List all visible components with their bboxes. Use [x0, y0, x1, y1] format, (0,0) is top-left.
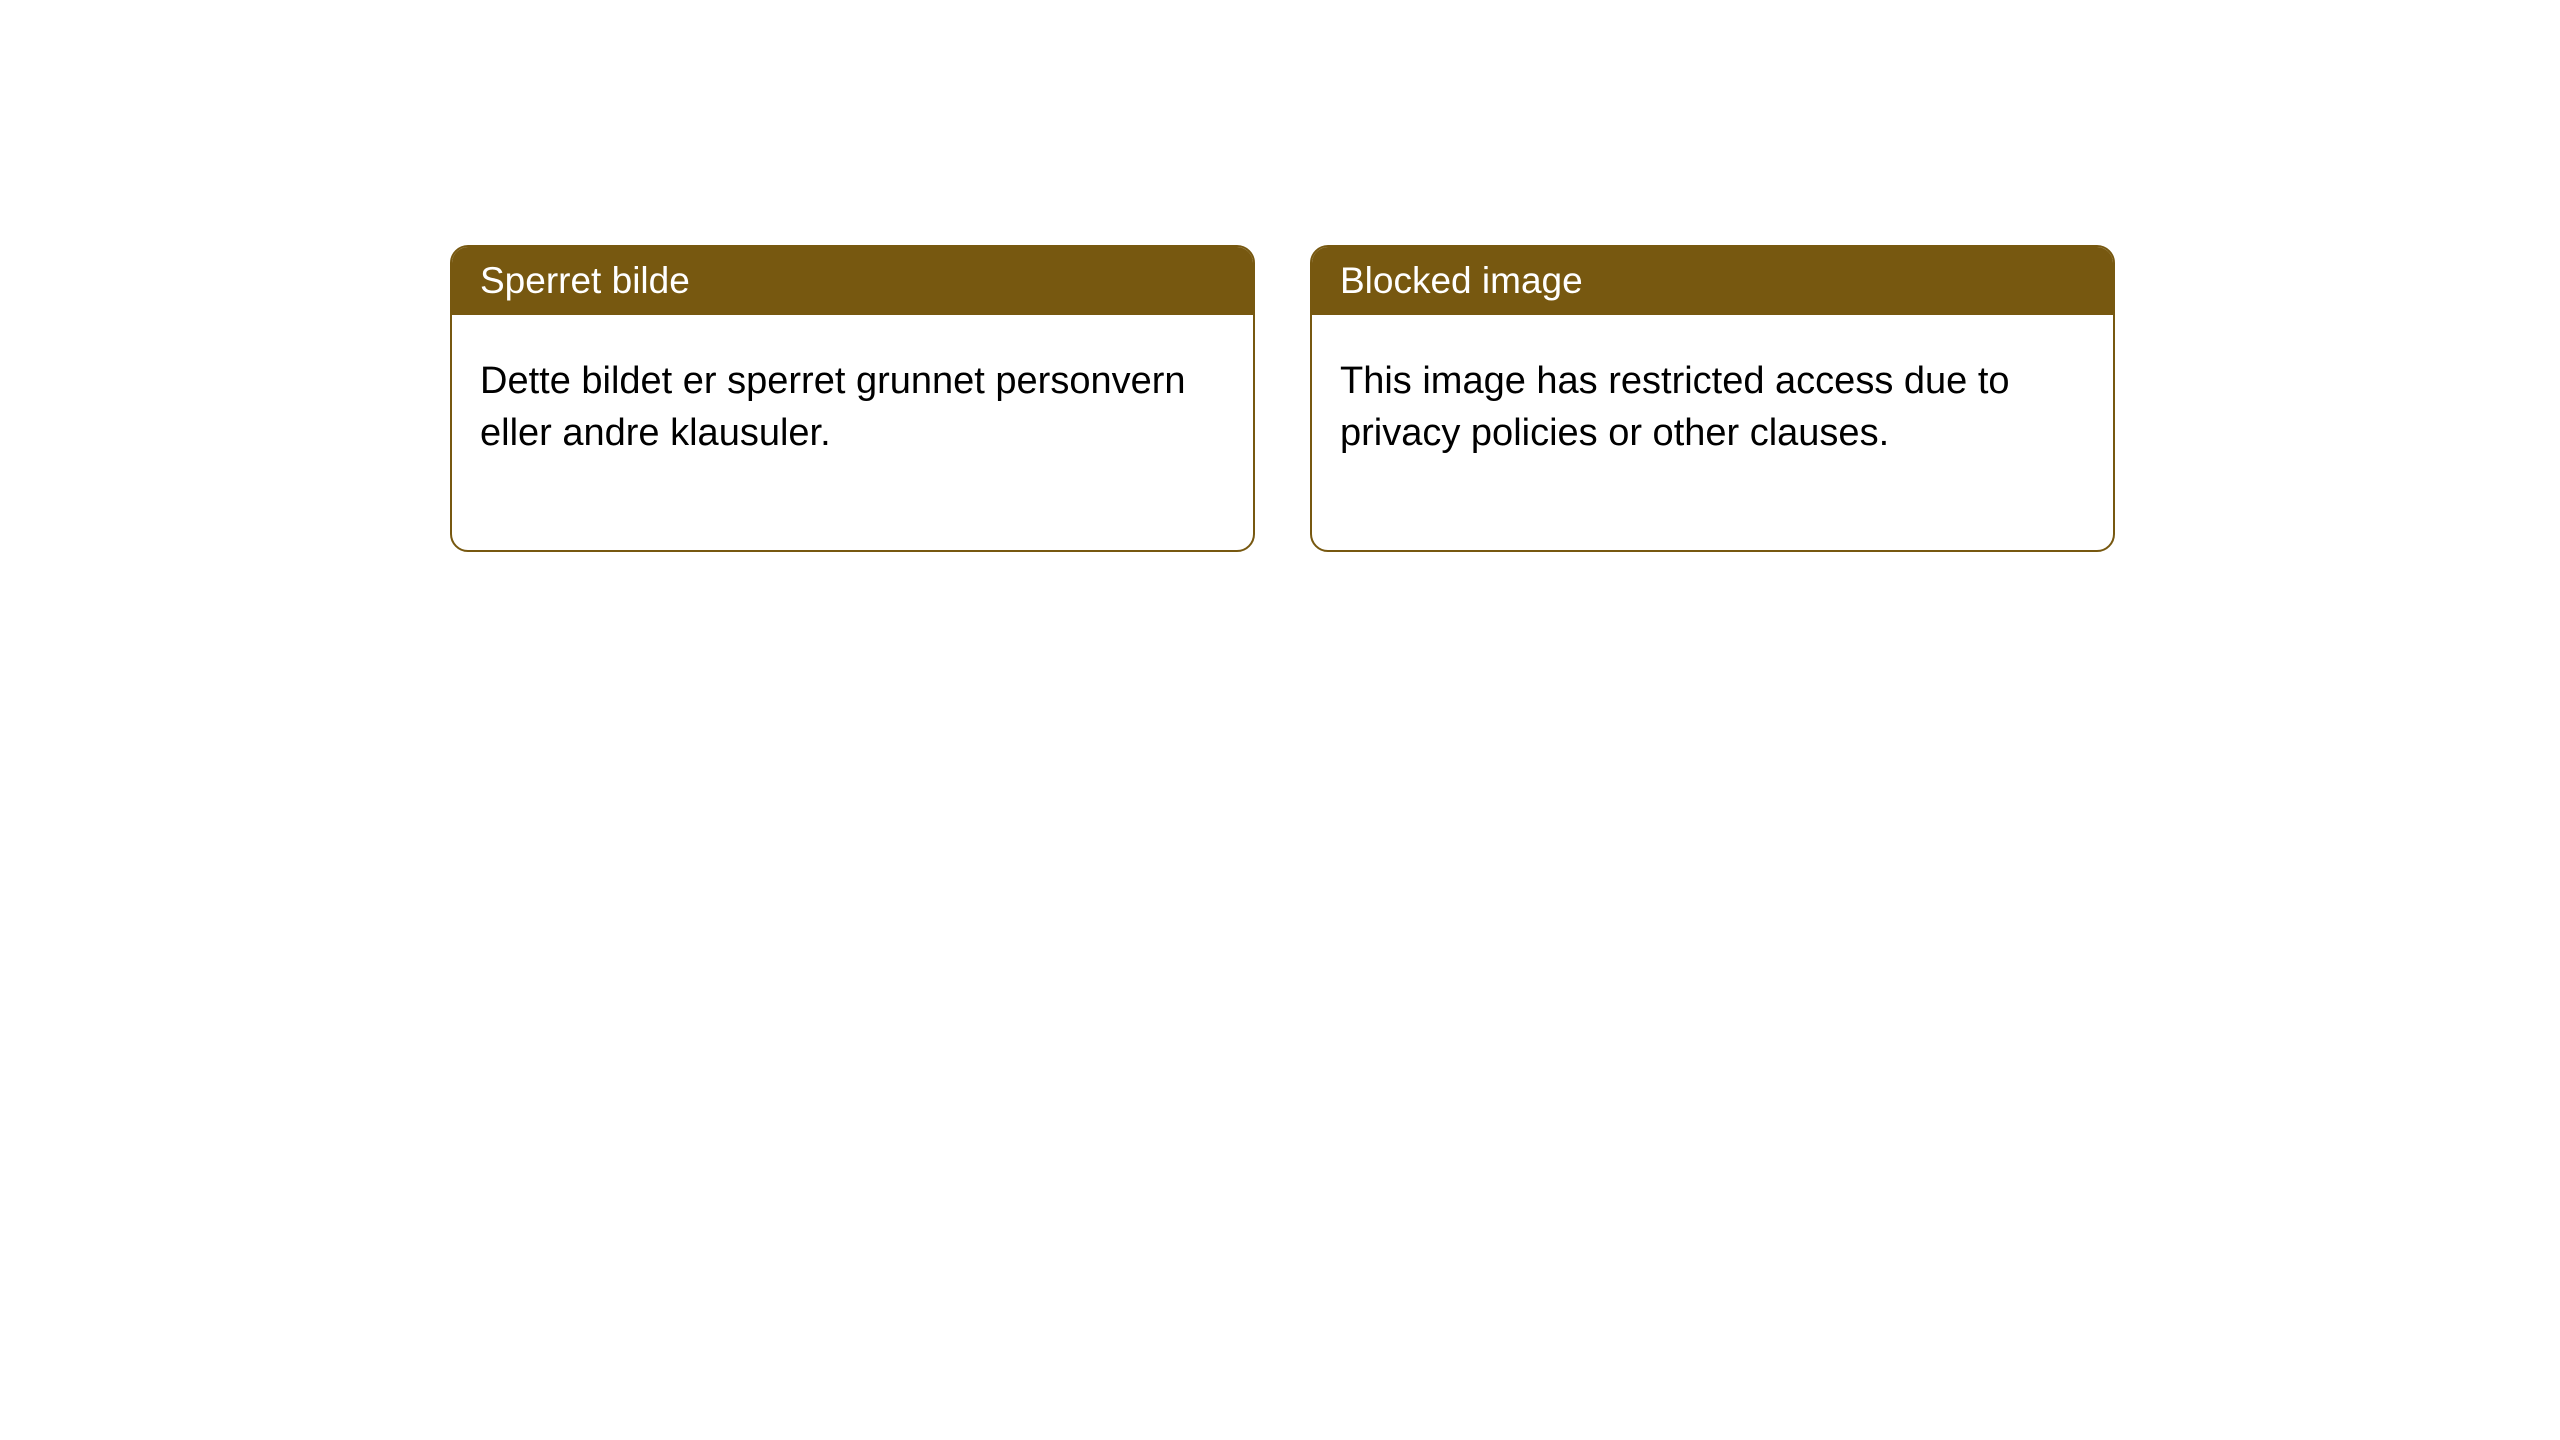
blocked-image-card-en: Blocked image This image has restricted …	[1310, 245, 2115, 552]
card-title: Sperret bilde	[452, 247, 1253, 315]
card-body: This image has restricted access due to …	[1312, 315, 2113, 550]
card-body: Dette bildet er sperret grunnet personve…	[452, 315, 1253, 550]
blocked-image-card-no: Sperret bilde Dette bildet er sperret gr…	[450, 245, 1255, 552]
card-container: Sperret bilde Dette bildet er sperret gr…	[450, 245, 2560, 552]
card-title: Blocked image	[1312, 247, 2113, 315]
